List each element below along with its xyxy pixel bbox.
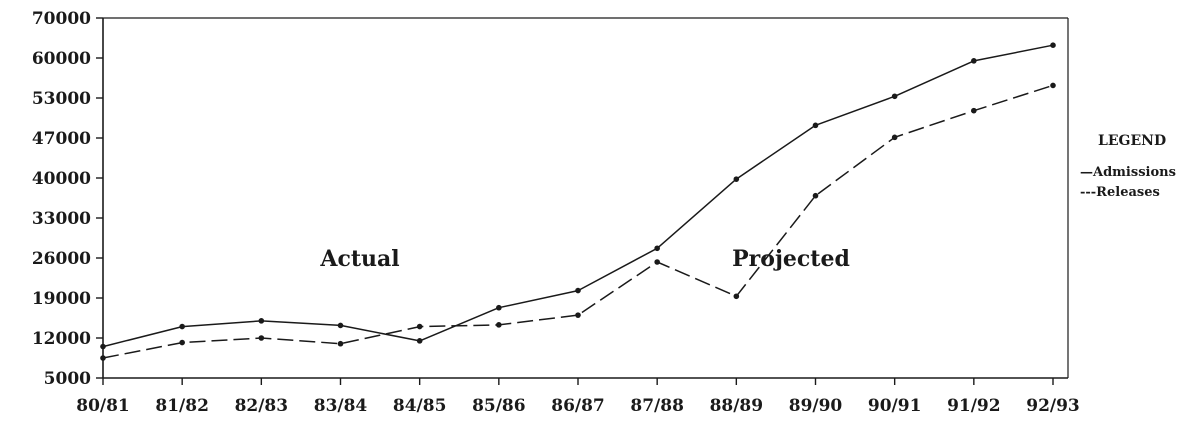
data-point-admissions (337, 322, 344, 329)
data-point-admissions (496, 304, 502, 311)
x-axis-ticks: 80/81 81/82 82/83 83/84 84/85 85/86 86/87 87/88… (76, 378, 1080, 416)
legend-title: LEGEND (1098, 133, 1166, 149)
y-tick-label: 47000 (32, 129, 91, 149)
y-tick-label: 70000 (32, 9, 91, 29)
x-tick-label: 81/82 (155, 396, 209, 416)
data-point-releases (971, 107, 977, 114)
y-tick-label: 12000 (32, 329, 91, 349)
y-tick-label: 60000 (32, 49, 91, 69)
data-point-admissions (812, 122, 819, 129)
x-tick-label: 86/87 (551, 396, 605, 416)
y-tick-label: 26000 (32, 249, 91, 269)
x-tick-label: 80/81 (76, 396, 130, 416)
x-tick-label: 92/93 (1026, 396, 1080, 416)
data-point-releases (575, 312, 581, 318)
annotation-projected: Projected (732, 246, 850, 272)
series-points (100, 42, 1056, 361)
data-point-releases (179, 339, 185, 346)
data-point-releases (337, 340, 344, 347)
x-tick-label: 84/85 (393, 396, 447, 416)
x-tick-label: 83/84 (314, 396, 368, 416)
legend-item-releases: ---Releases (1080, 185, 1160, 200)
data-point-admissions (100, 343, 106, 350)
x-tick-label: 85/86 (472, 396, 526, 416)
data-point-releases (416, 323, 423, 330)
data-point-releases (654, 259, 660, 265)
y-tick-label: 19000 (32, 289, 91, 309)
x-tick-label: 87/88 (630, 396, 684, 416)
y-tick-label: 5000 (44, 369, 91, 389)
x-tick-label: 88/89 (710, 396, 764, 416)
x-tick-label: 82/83 (235, 396, 289, 416)
data-point-admissions (179, 323, 185, 330)
data-point-releases (891, 134, 898, 141)
data-point-releases (812, 192, 819, 199)
data-point-releases (1050, 82, 1056, 89)
data-point-admissions (654, 245, 660, 252)
x-tick-label: 91/92 (947, 396, 1001, 416)
y-tick-label: 33000 (32, 209, 91, 229)
legend: LEGEND —Admissions ---Releases (1080, 133, 1176, 200)
data-point-releases (258, 335, 265, 341)
x-tick-label: 90/91 (868, 396, 922, 416)
data-point-releases (100, 355, 106, 361)
data-point-admissions (575, 287, 581, 294)
annotation-actual: Actual (319, 246, 399, 272)
series-line-admissions (102, 44, 1054, 348)
x-tick-label: 89/90 (789, 396, 843, 416)
series-lines (102, 44, 1054, 359)
data-point-admissions (416, 338, 423, 344)
data-point-admissions (733, 176, 740, 182)
data-point-admissions (1050, 42, 1056, 48)
data-point-releases (496, 322, 502, 328)
data-point-admissions (891, 93, 898, 100)
data-point-admissions (971, 58, 977, 64)
legend-item-admissions: —Admissions (1080, 165, 1176, 180)
data-point-releases (733, 293, 740, 300)
y-tick-label: 53000 (32, 89, 91, 109)
y-tick-label: 40000 (32, 169, 91, 189)
y-axis-ticks: 70000 60000 53000 47000 40000 33000 26000 19000… (32, 9, 103, 389)
data-point-admissions (258, 318, 265, 324)
